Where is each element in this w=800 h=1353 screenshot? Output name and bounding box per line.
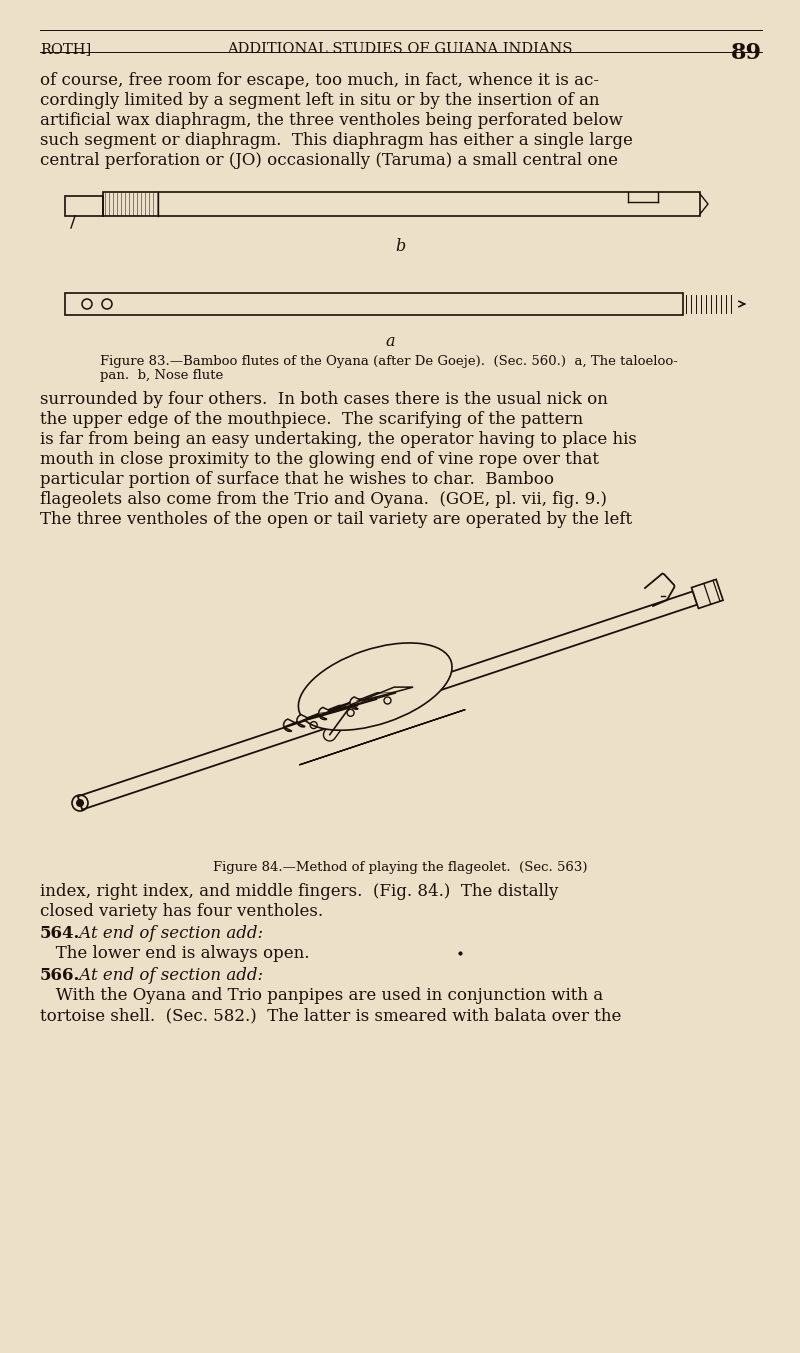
Text: ADDITIONAL STUDIES OF GUIANA INDIANS: ADDITIONAL STUDIES OF GUIANA INDIANS [227, 42, 573, 55]
Text: artificial wax diaphragm, the three ventholes being perforated below: artificial wax diaphragm, the three vent… [40, 112, 623, 129]
Text: mouth in close proximity to the glowing end of vine rope over that: mouth in close proximity to the glowing … [40, 451, 599, 468]
Text: pan.  b, Nose flute: pan. b, Nose flute [100, 369, 223, 382]
Text: At end of section add:: At end of section add: [74, 925, 263, 942]
Polygon shape [691, 579, 723, 609]
Text: 564.: 564. [40, 925, 80, 942]
Text: The three ventholes of the open or tail variety are operated by the left: The three ventholes of the open or tail … [40, 511, 632, 528]
Ellipse shape [298, 643, 452, 731]
Polygon shape [78, 591, 698, 809]
Text: is far from being an easy undertaking, the operator having to place his: is far from being an easy undertaking, t… [40, 432, 637, 448]
Text: 89: 89 [731, 42, 762, 64]
Text: cordingly limited by a segment left in situ or by the insertion of an: cordingly limited by a segment left in s… [40, 92, 599, 110]
Text: tortoise shell.  (Sec. 582.)  The latter is smeared with balata over the: tortoise shell. (Sec. 582.) The latter i… [40, 1007, 622, 1024]
Text: the upper edge of the mouthpiece.  The scarifying of the pattern: the upper edge of the mouthpiece. The sc… [40, 411, 583, 428]
Text: With the Oyana and Trio panpipes are used in conjunction with a: With the Oyana and Trio panpipes are use… [40, 986, 603, 1004]
Polygon shape [283, 705, 358, 732]
Text: At end of section add:: At end of section add: [74, 967, 263, 984]
Polygon shape [299, 709, 466, 764]
Text: index, right index, and middle fingers.  (Fig. 84.)  The distally: index, right index, and middle fingers. … [40, 884, 558, 900]
Polygon shape [318, 693, 396, 720]
Polygon shape [297, 700, 377, 727]
Text: particular portion of surface that he wishes to char.  Bamboo: particular portion of surface that he wi… [40, 471, 554, 488]
Text: Figure 84.—Method of playing the flageolet.  (Sec. 563): Figure 84.—Method of playing the flageol… [213, 861, 587, 874]
Bar [65, 294, 683, 315]
Text: such segment or diaphragm.  This diaphragm has either a single large: such segment or diaphragm. This diaphrag… [40, 133, 633, 149]
Bar [103, 192, 700, 216]
Text: a: a [386, 333, 394, 350]
Text: of course, free room for escape, too much, in fact, whence it is ac-: of course, free room for escape, too muc… [40, 72, 599, 89]
Text: The lower end is always open.: The lower end is always open. [40, 944, 310, 962]
Polygon shape [350, 687, 413, 709]
Text: flageolets also come from the Trio and Oyana.  (GOE, pl. vii, fig. 9.): flageolets also come from the Trio and O… [40, 491, 607, 507]
Text: 566.: 566. [40, 967, 80, 984]
Text: central perforation or (JO) occasionally (Taruma) a small central one: central perforation or (JO) occasionally… [40, 152, 618, 169]
Circle shape [76, 800, 84, 806]
Text: surrounded by four others.  In both cases there is the usual nick on: surrounded by four others. In both cases… [40, 391, 608, 409]
Text: Figure 83.—Bamboo flutes of the Oyana (after De Goeje).  (Sec. 560.)  a, The tal: Figure 83.—Bamboo flutes of the Oyana (a… [100, 354, 678, 368]
Text: b: b [395, 238, 405, 254]
Text: closed variety has four ventholes.: closed variety has four ventholes. [40, 902, 323, 920]
Text: ROTH]: ROTH] [40, 42, 91, 55]
